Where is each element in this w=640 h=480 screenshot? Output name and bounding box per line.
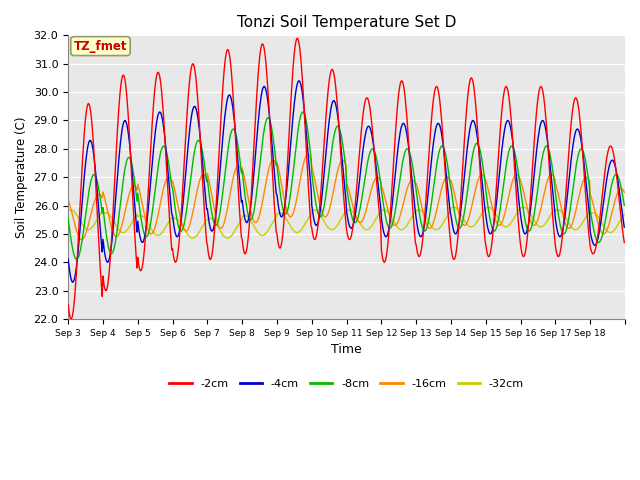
Legend: -2cm, -4cm, -8cm, -16cm, -32cm: -2cm, -4cm, -8cm, -16cm, -32cm (165, 374, 528, 393)
X-axis label: Time: Time (332, 343, 362, 356)
Text: TZ_fmet: TZ_fmet (74, 39, 127, 53)
Title: Tonzi Soil Temperature Set D: Tonzi Soil Temperature Set D (237, 15, 456, 30)
Y-axis label: Soil Temperature (C): Soil Temperature (C) (15, 117, 28, 238)
